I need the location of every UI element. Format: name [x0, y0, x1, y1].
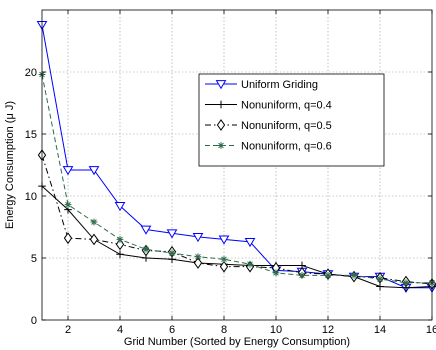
data-point [89, 233, 99, 246]
y-tick-label: 0 [31, 315, 37, 327]
x-axis-label: Grid Number (Sorted by Energy Consumptio… [124, 336, 350, 348]
data-point [142, 245, 150, 253]
data-point [402, 279, 410, 287]
legend-entry: Nonuniform, q=0.6 [205, 141, 332, 153]
legend-marker [215, 80, 227, 90]
data-point [193, 257, 203, 269]
data-point [62, 166, 74, 176]
data-point [90, 218, 98, 226]
series-3 [37, 149, 436, 290]
x-tick-label: 14 [374, 324, 386, 336]
data-point [114, 202, 126, 212]
legend-label: Nonuniform, q=0.4 [241, 100, 332, 112]
data-point [115, 238, 125, 251]
x-tick-label: 6 [169, 324, 175, 336]
data-point [192, 233, 204, 243]
legend-entry: Nonuniform, q=0.4 [205, 100, 332, 112]
data-point [116, 236, 124, 243]
legend-entry: Uniform Griding [205, 79, 318, 91]
data-point [218, 235, 230, 245]
series-line [41, 24, 432, 289]
plot-frame [41, 9, 433, 321]
data-point [166, 229, 178, 239]
data-point [220, 255, 228, 263]
data-point [63, 232, 73, 245]
legend-box [198, 73, 385, 167]
legend-label: Nonuniform, q=0.5 [241, 120, 332, 132]
series-line [41, 74, 432, 284]
data-point [116, 250, 124, 259]
y-axis-label: Energy Consumption (μ J) [4, 101, 16, 229]
data-point [88, 166, 100, 176]
x-tick-label: 12 [322, 324, 334, 336]
x-tick-label: 2 [65, 324, 71, 336]
y-tick-label: 15 [25, 129, 37, 141]
data-point [324, 271, 332, 279]
legend-marker [217, 142, 225, 149]
x-tick-label: 10 [270, 324, 282, 336]
data-point [376, 282, 384, 291]
legend-entries: Uniform Griding Nonuniform, q=0.4 Nonunifo… [205, 79, 332, 153]
legend-label: Uniform Griding [241, 79, 318, 91]
legend: Uniform Griding Nonuniform, q=0.4 Nonunifo… [198, 73, 385, 167]
data-point [298, 271, 306, 279]
data-point [246, 260, 254, 268]
data-point [168, 249, 176, 257]
data-point [244, 238, 256, 248]
series-line [41, 154, 433, 285]
y-tick-label: 5 [31, 253, 37, 265]
y-tick-label: 10 [25, 191, 37, 203]
x-tick-label: 16 [426, 324, 436, 336]
legend-marker [217, 100, 225, 109]
data-point [350, 271, 358, 279]
legend-label: Nonuniform, q=0.6 [241, 141, 332, 153]
legend-entry: Nonuniform, q=0.5 [205, 119, 332, 132]
y-tick-label: 20 [25, 67, 37, 79]
legend-marker [216, 119, 226, 131]
data-point [140, 225, 152, 235]
data-point [219, 260, 229, 273]
data-point [64, 201, 72, 209]
data-point [272, 269, 280, 277]
series-line [41, 185, 433, 289]
data-point [376, 275, 384, 283]
data-point [194, 253, 202, 261]
x-tick-label: 4 [117, 324, 123, 336]
axis-ticks: 2 4 6 8 10 12 14 16 0 5 10 15 20 [25, 10, 436, 336]
x-tick-label: 8 [221, 324, 227, 336]
